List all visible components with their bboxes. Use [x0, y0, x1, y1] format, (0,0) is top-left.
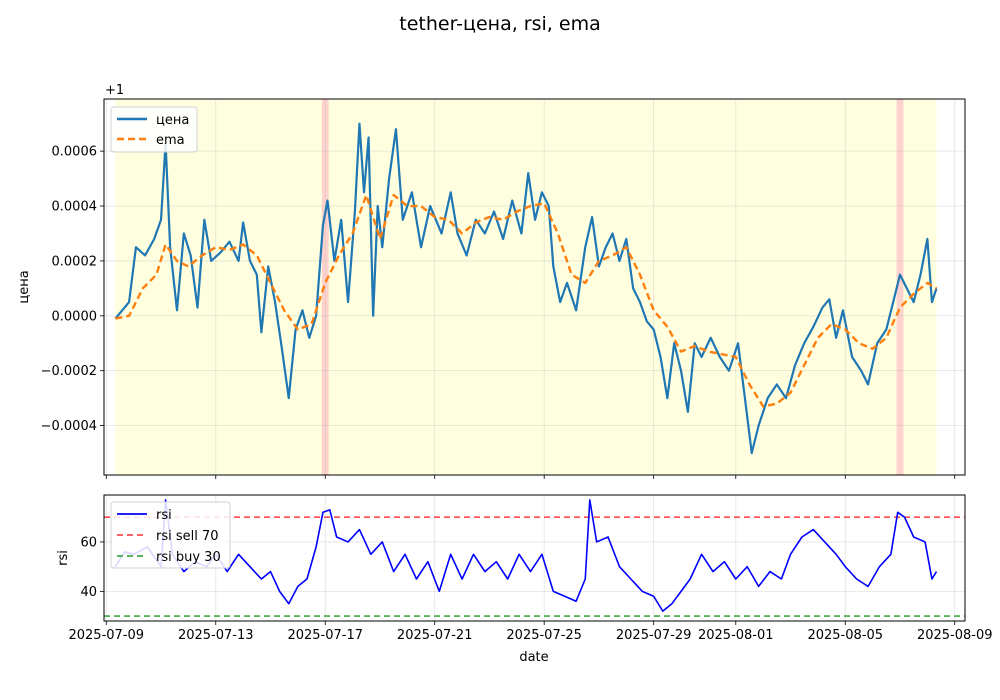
y-tick-label: −0.0004	[41, 419, 97, 434]
top-y-axis-label: цена	[17, 270, 32, 303]
x-tick-label: 2025-08-09	[917, 628, 993, 643]
x-tick-label: 2025-08-05	[807, 628, 883, 643]
legend-label-price: цена	[156, 113, 189, 128]
y-tick-label: 0.0000	[52, 309, 98, 324]
bottom-grid	[104, 495, 965, 621]
legend-label-ema: ema	[156, 133, 185, 148]
x-tick-label: 2025-07-25	[506, 628, 582, 643]
bottom-x-ticks: 2025-07-09 2025-07-13 2025-07-17 2025-07-21…	[68, 621, 993, 643]
figure-title: tether-цена, rsi, ema	[399, 13, 600, 35]
price-panel: −0.0004 −0.0002 0.0000 0.0002 0.0004 0.0006 +…	[17, 83, 966, 479]
price-line	[114, 122, 938, 455]
bottom-axes-frame	[103, 494, 966, 622]
bottom-y-ticks: 40 60	[80, 535, 104, 600]
y-tick-label: 0.0004	[52, 200, 98, 215]
shaded-region-yellow	[115, 99, 937, 475]
x-axis-label: date	[519, 650, 548, 665]
legend-label-rsi: rsi	[156, 508, 172, 523]
y-tick-label: 60	[80, 535, 97, 550]
legend-label-sell: rsi sell 70	[156, 529, 219, 544]
y-tick-label: 0.0002	[52, 254, 98, 269]
bottom-y-axis-label: rsi	[56, 550, 71, 566]
rsi-line	[114, 499, 938, 612]
x-tick-label: 2025-07-29	[616, 628, 692, 643]
shaded-region-red	[896, 99, 904, 475]
bottom-series	[104, 499, 965, 617]
top-y-ticks: −0.0004 −0.0002 0.0000 0.0002 0.0004 0.0006	[41, 145, 104, 434]
legend-label-buy: rsi buy 30	[156, 550, 221, 565]
top-series	[114, 122, 938, 455]
x-tick-label: 2025-08-01	[698, 628, 774, 643]
y-tick-label: 40	[80, 585, 97, 600]
top-x-ticks	[105, 475, 956, 479]
offset-text: +1	[105, 83, 124, 98]
top-shaded-regions	[115, 99, 937, 475]
x-tick-label: 2025-07-17	[287, 628, 363, 643]
top-axes-frame	[103, 98, 966, 476]
bottom-legend-box	[110, 501, 231, 569]
bottom-legend: rsi rsi sell 70 rsi buy 30	[110, 501, 231, 569]
shaded-region-red	[321, 99, 329, 475]
y-tick-label: −0.0002	[41, 364, 97, 379]
x-tick-label: 2025-07-21	[397, 628, 473, 643]
x-tick-label: 2025-07-13	[178, 628, 254, 643]
ema-line	[115, 193, 938, 408]
top-legend: цена ema	[110, 106, 198, 153]
top-grid	[104, 99, 965, 475]
x-tick-label: 2025-07-09	[68, 628, 144, 643]
y-tick-label: 0.0006	[52, 145, 98, 160]
